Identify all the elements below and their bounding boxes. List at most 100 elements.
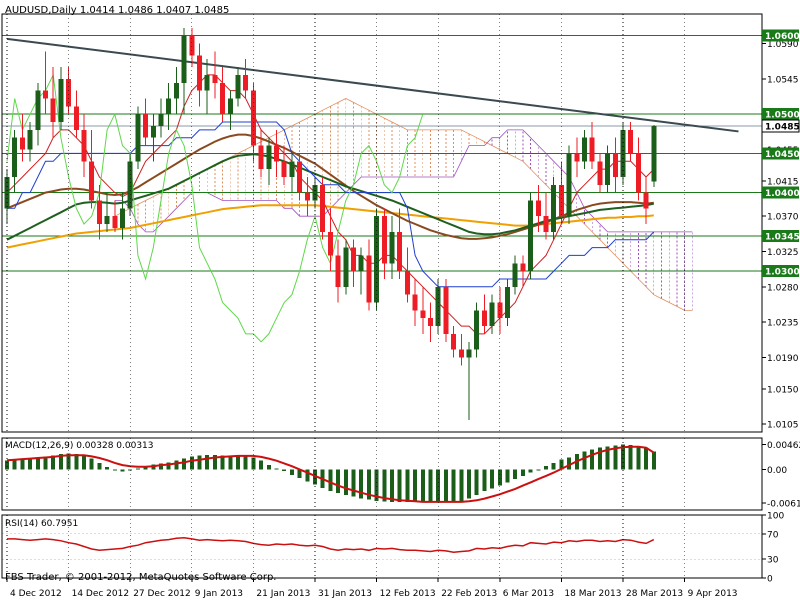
macd-bar xyxy=(582,451,587,470)
macd-bar xyxy=(474,469,479,495)
level-label: 1.0345 xyxy=(765,232,800,242)
macd-bar xyxy=(12,460,17,470)
price-tick-label: 1.0370 xyxy=(767,213,799,223)
copyright-text: FBS Trader, © 2001-2012, MetaQuotes Soft… xyxy=(5,572,276,583)
date-label: 21 Jan 2013 xyxy=(256,589,310,599)
candle-body xyxy=(143,114,149,138)
rsi-pane: RSI(14) 60.7951 xyxy=(2,519,762,560)
level-label: 1.0450 xyxy=(765,150,800,160)
candle-body xyxy=(289,161,295,177)
candle-body xyxy=(597,161,603,185)
macd-bar xyxy=(82,455,86,470)
macd-bar xyxy=(482,469,487,492)
macd-bar xyxy=(182,458,187,470)
macd-bar xyxy=(436,469,441,501)
candle-body xyxy=(320,184,326,232)
candle-body xyxy=(35,90,41,130)
candle-body xyxy=(158,114,164,126)
candle-body xyxy=(220,82,226,115)
macd-bar xyxy=(443,469,448,502)
macd-bar xyxy=(251,457,256,470)
candle-body xyxy=(27,129,33,150)
macd-bar xyxy=(20,459,25,470)
level-label-box xyxy=(762,186,799,199)
price-tick-label: 1.0545 xyxy=(767,75,799,85)
candle-body xyxy=(58,78,64,123)
date-label: 9 Jan 2013 xyxy=(195,589,243,599)
macd-bar xyxy=(143,466,148,470)
candle-body xyxy=(566,153,572,217)
macd-bar xyxy=(35,457,40,470)
candle-body xyxy=(335,255,341,287)
rsi-title: RSI(14) 60.7951 xyxy=(5,519,78,529)
candle-body xyxy=(374,216,380,303)
price-tick-label: 1.0590 xyxy=(767,40,799,50)
candle-body xyxy=(312,184,318,201)
price-tick-label: 1.0190 xyxy=(767,354,799,364)
macd-bar xyxy=(405,469,410,502)
macd-bar xyxy=(112,469,117,471)
candle-body xyxy=(127,161,133,209)
macd-bar xyxy=(636,446,641,470)
chart-header: AUDUSD,Daily 1.0414 1.0486 1.0407 1.0485 xyxy=(5,5,229,16)
candle-body xyxy=(589,137,595,162)
price-tick-label: 1.0415 xyxy=(767,177,799,187)
candle-body xyxy=(558,184,564,217)
macd-bar xyxy=(397,469,402,502)
pane-frame xyxy=(1,514,763,579)
candle-body xyxy=(412,294,418,311)
macd-pane: MACD(12,26,9) 0.00328 0.00313 xyxy=(5,441,656,503)
axes: 1.05901.05451.05001.04551.04151.03701.03… xyxy=(1,13,800,599)
macd-bar xyxy=(505,469,510,483)
candle-body xyxy=(197,55,202,91)
rsi-tick-label: 70 xyxy=(767,530,779,540)
candle-body xyxy=(651,125,657,182)
macd-bar xyxy=(428,469,433,501)
macd-bar xyxy=(613,445,618,470)
candle-body xyxy=(635,153,641,193)
macd-bar xyxy=(328,469,333,492)
date-label: 12 Feb 2013 xyxy=(380,589,436,599)
macd-bar xyxy=(135,468,140,470)
candle-body xyxy=(474,310,480,350)
candle-body xyxy=(4,176,10,209)
macd-bar xyxy=(644,447,649,470)
macd-bar xyxy=(528,469,533,473)
candle-body xyxy=(520,263,526,272)
candle-body xyxy=(366,255,372,303)
level-label-box xyxy=(762,29,799,42)
macd-bar xyxy=(212,454,217,470)
candle-body xyxy=(505,286,510,319)
candle-body xyxy=(73,106,79,130)
macd-bar xyxy=(243,456,248,470)
price-tick-label: 1.0105 xyxy=(767,421,799,431)
candle-body xyxy=(150,125,156,138)
macd-bar xyxy=(297,469,302,479)
macd-bar xyxy=(259,460,264,470)
macd-bar xyxy=(336,469,341,494)
price-tick-label: 1.0235 xyxy=(767,319,799,329)
candle-body xyxy=(43,90,48,99)
candle-body xyxy=(582,137,587,162)
candle-body xyxy=(274,145,279,162)
macd-bar xyxy=(536,469,541,471)
rsi-tick-label: 100 xyxy=(767,512,784,522)
kumo-span-b xyxy=(114,129,693,233)
macd-bar xyxy=(359,469,364,499)
candle-body xyxy=(81,129,87,162)
price-tick-label: 1.0150 xyxy=(767,385,799,395)
macd-bar xyxy=(628,445,633,470)
macd-bar xyxy=(128,469,133,471)
candle-body xyxy=(235,74,241,99)
macd-bar xyxy=(497,469,502,486)
pane-frame xyxy=(1,13,763,433)
macd-tick-label: -0.00617 xyxy=(767,499,800,509)
macd-bar xyxy=(390,469,394,502)
macd-bar xyxy=(97,462,102,470)
macd-bar xyxy=(205,454,210,470)
date-label: 31 Jan 2013 xyxy=(318,589,372,599)
candle-body xyxy=(551,184,557,232)
candle-body xyxy=(281,161,287,177)
macd-tick-label: 0.00 xyxy=(767,466,787,476)
